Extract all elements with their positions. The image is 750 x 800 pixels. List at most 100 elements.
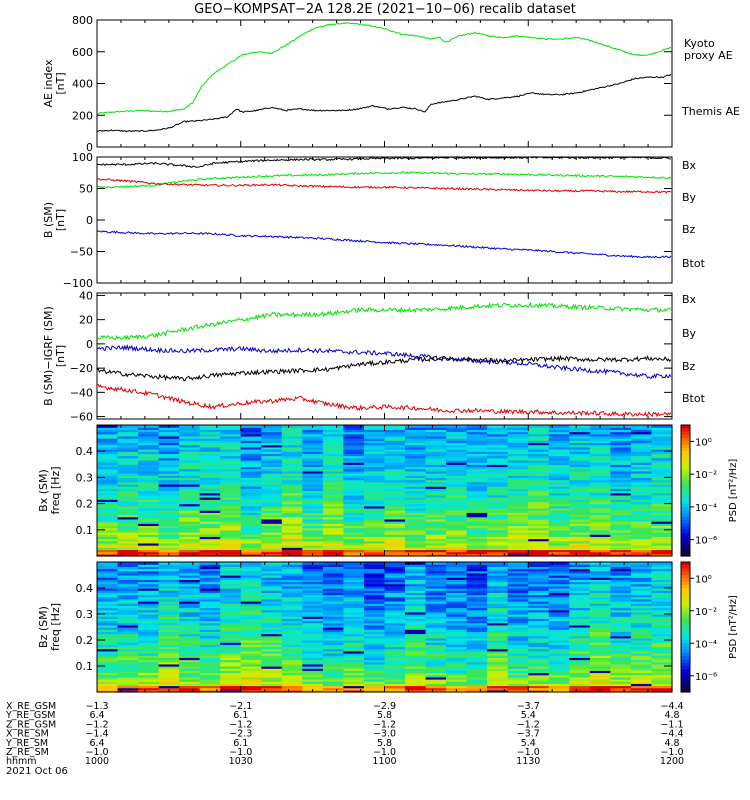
spectrogram-cell	[97, 499, 119, 503]
spectrogram-cell	[405, 575, 427, 578]
spectrogram-cell	[158, 477, 180, 481]
spectrogram-cell	[322, 523, 345, 527]
spectrogram-cell	[507, 529, 529, 533]
spectrogram-cell	[179, 655, 201, 658]
spectrogram-cell	[425, 494, 447, 498]
spectrogram-cell	[589, 505, 611, 509]
spectrogram-cell	[138, 446, 160, 450]
spectrogram-cell	[384, 579, 406, 583]
spectrogram-cell	[487, 642, 509, 645]
spectrogram-cell	[446, 614, 468, 617]
spectrogram-cell	[589, 646, 611, 650]
spectrogram-cell	[220, 468, 242, 472]
spectrogram-cell	[322, 475, 345, 478]
spectrogram-cell	[220, 497, 242, 500]
spectrogram-cell	[199, 479, 221, 483]
spectrogram-cell	[261, 534, 283, 537]
ephemeris-label: hhmm	[6, 756, 37, 767]
spectrogram-cell	[363, 642, 386, 645]
spectrogram-cell	[507, 568, 529, 572]
spectrogram-cell	[405, 679, 427, 682]
y-tick-label: 0	[86, 141, 93, 154]
spectrogram-cell	[651, 527, 673, 531]
spectrogram-cell	[240, 614, 262, 617]
spectrogram-cell	[384, 681, 406, 684]
spectrogram-cell	[651, 549, 673, 553]
spectrogram-cell	[158, 581, 180, 585]
spectrogram-cell	[384, 629, 406, 632]
spectrogram-cell	[240, 425, 262, 428]
spectrogram-cell	[97, 525, 119, 529]
spectrogram-cell	[220, 553, 242, 557]
spectrogram-cell	[302, 464, 324, 468]
colorbar-segment	[681, 620, 690, 625]
spectrogram-cell	[240, 479, 262, 483]
spectrogram-cell	[199, 488, 221, 492]
spectrogram-cell	[548, 598, 570, 602]
spectrogram-cell	[651, 540, 673, 544]
spectrogram-cell	[384, 514, 406, 518]
spectrogram-cell	[322, 549, 345, 553]
spectrogram-cell	[466, 655, 488, 658]
spectrogram-cell	[446, 510, 468, 513]
spectrogram-cell	[281, 512, 303, 516]
spectrogram-cell	[281, 616, 303, 619]
spectrogram-cell	[343, 650, 365, 654]
spectrogram-cell	[425, 676, 447, 680]
spectrogram-cell	[117, 462, 139, 465]
spectrogram-cell	[220, 570, 242, 574]
spectrogram-cell	[117, 655, 139, 658]
spectrogram-cell	[487, 453, 509, 457]
spectrogram-cell	[240, 527, 262, 531]
spectrogram-cell	[425, 590, 447, 593]
spectrogram-cell	[117, 601, 139, 604]
spectrogram-cell	[405, 427, 427, 430]
spectrogram-cell	[528, 605, 550, 609]
spectrogram-cell	[630, 605, 653, 609]
spectrogram-cell	[220, 501, 242, 505]
spectrogram-cell	[240, 594, 262, 598]
spectrogram-cell	[302, 525, 324, 529]
spectrogram-cell	[610, 494, 632, 498]
spectrogram-cell	[548, 468, 570, 472]
spectrogram-cell	[322, 501, 345, 505]
spectrogram-cell	[97, 540, 119, 544]
spectrogram-cell	[343, 486, 365, 489]
spectrogram-cell	[630, 583, 653, 587]
spectrogram-cell	[158, 488, 180, 492]
spectrogram-cell	[322, 499, 345, 503]
spectrogram-cell	[158, 620, 180, 624]
spectrogram-cell	[528, 425, 550, 428]
spectrogram-cell	[405, 605, 427, 609]
ephemeris-value: 1130	[516, 756, 540, 767]
spectrogram-cell	[528, 568, 550, 572]
spectrogram-cell	[548, 629, 570, 632]
spectrogram-cell	[97, 583, 119, 587]
spectrogram-cell	[630, 499, 653, 503]
spectrogram-cell	[507, 676, 529, 680]
spectrogram-cell	[363, 449, 386, 452]
spectrogram-cell	[630, 531, 653, 535]
spectrogram-cell	[199, 644, 221, 648]
spectrogram-cell	[507, 618, 529, 622]
spectrogram-cell	[630, 679, 653, 682]
spectrogram-cell	[363, 616, 386, 619]
spectrogram-cell	[651, 516, 673, 520]
spectrogram-cell	[179, 475, 201, 478]
colorbar-frame	[680, 561, 691, 693]
spectrogram-cell	[97, 459, 119, 463]
spectrogram-cell	[281, 598, 303, 602]
spectrogram-cell	[281, 681, 303, 684]
spectrogram-cell	[425, 459, 447, 463]
spectrogram-cell	[240, 570, 262, 574]
spectrogram-cell	[548, 646, 570, 650]
spectrogram-cell	[363, 635, 386, 639]
spectrogram-cell	[261, 570, 283, 574]
spectrogram-cell	[343, 512, 365, 516]
spectrogram-cell	[507, 581, 529, 585]
spectrogram-cell	[343, 429, 365, 433]
spectrogram-cell	[446, 497, 468, 500]
spectrogram-cell	[384, 679, 406, 682]
spectrogram-cell	[528, 618, 550, 622]
colorbar-tick-label: 10⁻⁶	[695, 672, 717, 683]
